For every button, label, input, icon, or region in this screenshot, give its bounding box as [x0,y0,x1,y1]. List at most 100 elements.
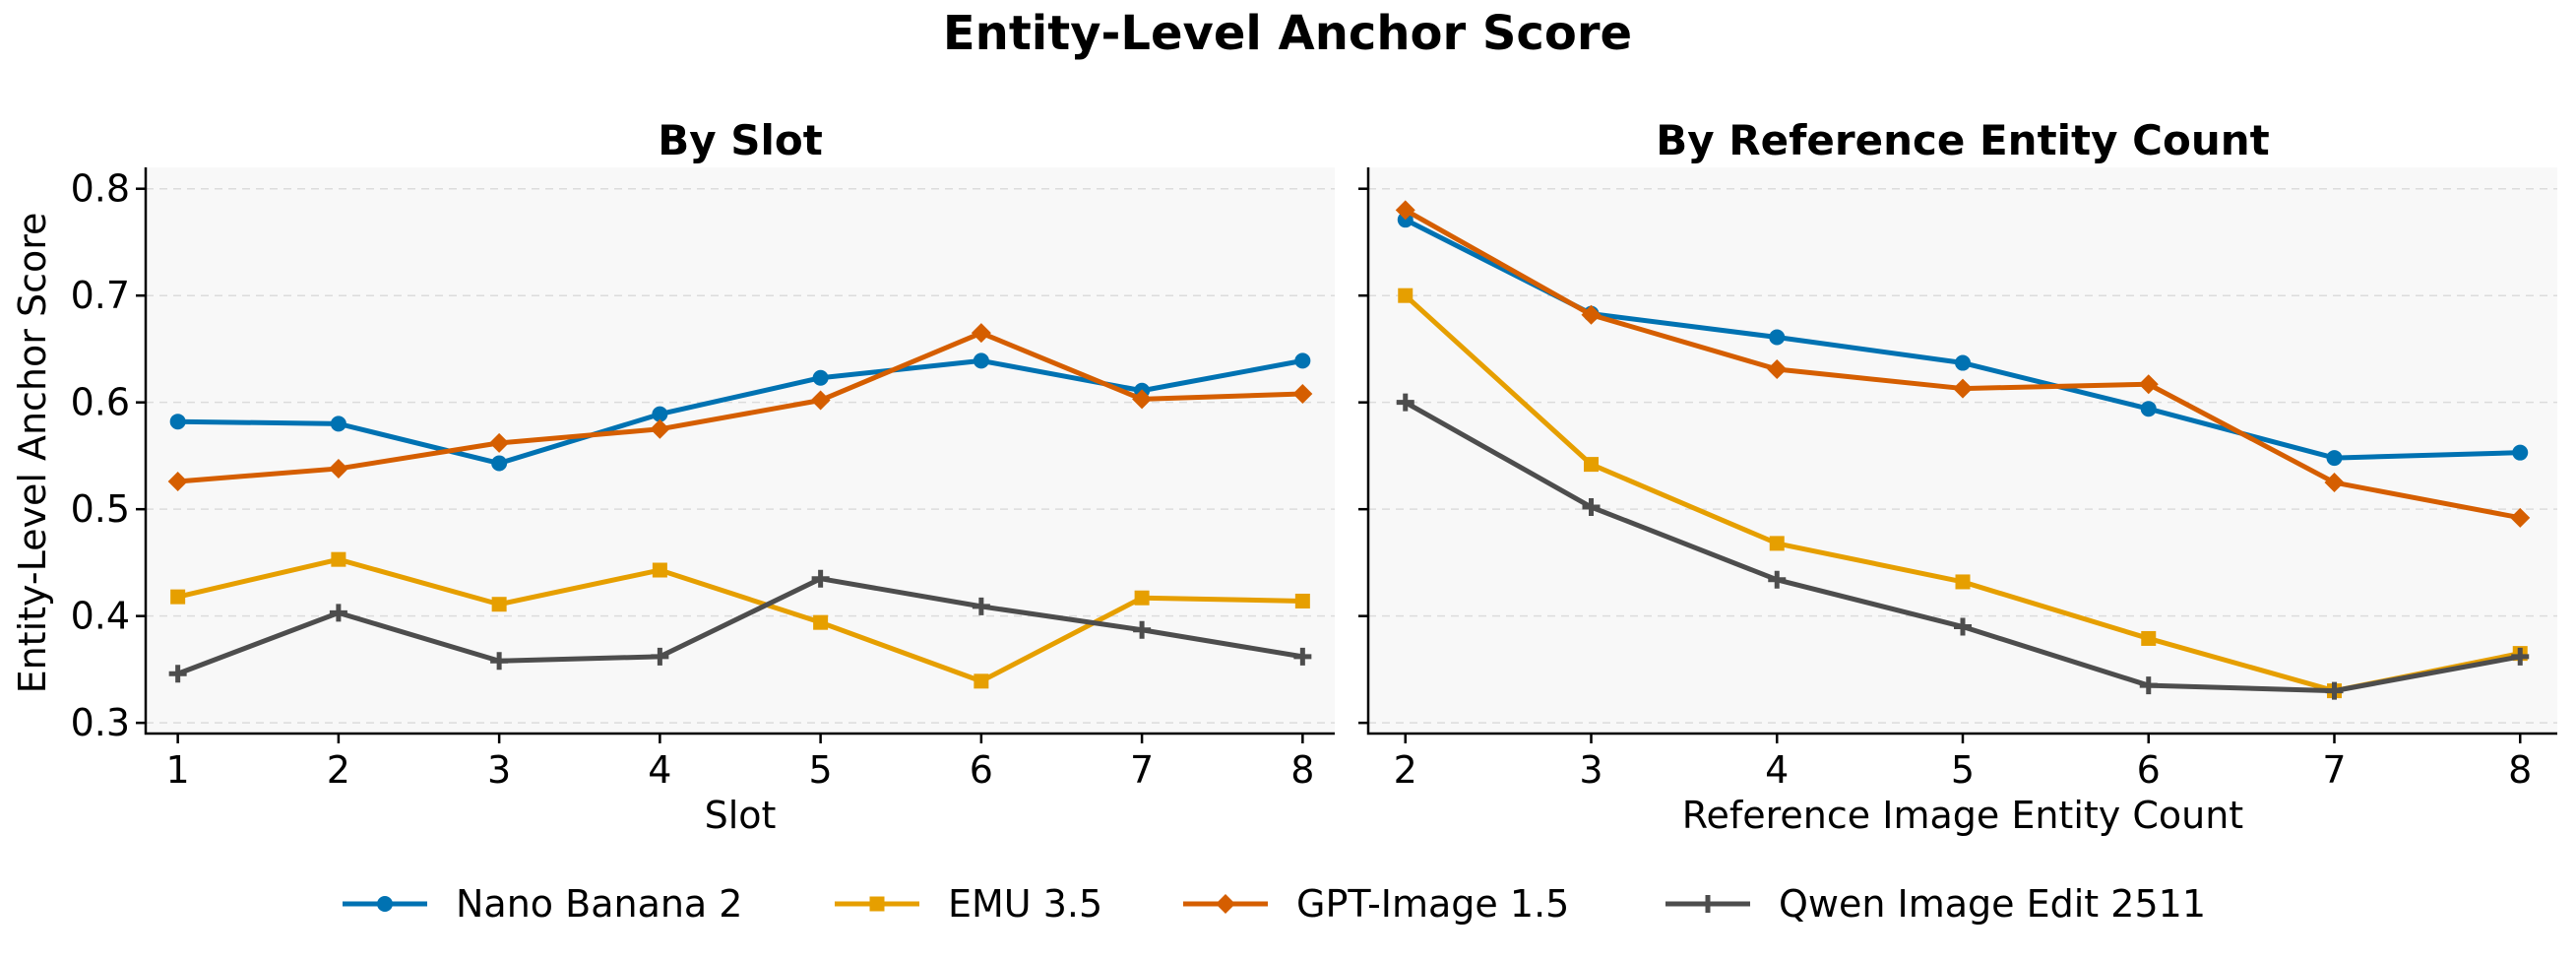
axis-spine [1366,167,2557,736]
y-tick-label: 0.6 [71,381,130,424]
data-point [1955,574,1971,590]
data-point [329,604,347,622]
x-tick-label: 6 [2137,748,2161,792]
data-point [1769,329,1786,346]
data-point [974,673,989,689]
data-point [1294,352,1311,369]
data-point [489,432,510,453]
x-tick-label: 2 [327,748,350,792]
legend-label: EMU 3.5 [948,882,1102,926]
legend-entry: Nano Banana 2 [343,882,742,926]
data-point [1395,200,1415,221]
data-point [1133,620,1152,639]
x-tick-label: 4 [1765,748,1789,792]
legend-marker [869,896,885,912]
y-tick-label: 0.8 [71,167,130,211]
x-axis-label: Reference Image Entity Count [1682,794,2243,837]
data-point [170,589,186,605]
data-point [2138,374,2159,395]
series-line [175,330,1305,484]
legend-marker [1699,895,1717,913]
series-qwen-image-edit-2511 [1396,393,2530,700]
data-point [971,323,991,344]
data-point [1398,288,1414,303]
x-tick-label: 2 [1394,748,1417,792]
plot-background [1368,167,2557,734]
legend: Nano Banana 2 EMU 3.5 GPT-Image 1.5 Qwen Im… [343,882,2206,926]
data-point [168,665,187,683]
x-tick-label: 7 [2322,748,2346,792]
data-point [973,352,989,369]
data-point [1768,570,1787,589]
data-point [811,569,830,588]
data-point [169,414,186,430]
data-point [1955,354,1971,371]
data-point [2139,676,2158,695]
data-point [491,455,508,472]
legend-label: Nano Banana 2 [456,882,742,926]
data-point [813,614,829,630]
y-tick-label: 0.7 [71,274,130,317]
legend-label: Qwen Image Edit 2511 [1779,882,2206,926]
data-point [650,418,670,439]
data-point [651,647,669,666]
x-axis-label: Slot [705,794,777,837]
legend-label: GPT-Image 1.5 [1296,882,1569,926]
data-point [1953,378,1973,399]
data-point [2325,681,2344,700]
data-point [2141,630,2157,646]
x-tick-label: 4 [648,748,671,792]
data-point [1294,593,1310,608]
data-point [328,458,348,479]
figure-title: Entity-Level Anchor Score [943,6,1632,61]
data-point [1581,304,1602,325]
x-tick-label: 3 [1579,748,1602,792]
series-gpt-image-1-5 [1395,200,2531,528]
legend-marker [1216,894,1235,914]
x-tick-label: 7 [1130,748,1154,792]
y-tick-label: 0.3 [71,701,130,744]
data-point [1292,384,1313,404]
axis-spine [144,167,1335,736]
series-line [175,576,1305,676]
data-point [2324,473,2345,493]
data-point [1584,457,1599,473]
data-point [2512,444,2529,461]
panel-by-entity-count: By Reference Entity Count Reference Imag… [1358,116,2557,837]
x-tick-label: 5 [1951,748,1975,792]
data-point [1582,498,1601,516]
series-qwen-image-edit-2511 [168,569,1312,683]
y-tick-label: 0.4 [71,595,130,638]
data-point [330,416,346,432]
panel-title: By Slot [658,116,823,164]
data-point [1769,536,1785,551]
legend-entry: GPT-Image 1.5 [1183,882,1569,926]
y-axis-label: Entity-Level Anchor Score [11,213,54,694]
data-point [652,562,667,578]
data-point [2510,507,2531,528]
data-point [810,390,831,411]
data-point [1954,617,1972,636]
series-gpt-image-1-5 [167,323,1313,491]
series-line [175,556,1305,684]
data-point [972,597,990,615]
data-point [2140,401,2157,417]
data-point [1293,647,1312,666]
data-point [1134,590,1150,606]
x-tick-label: 8 [2508,748,2532,792]
data-point [167,471,188,491]
x-tick-label: 6 [970,748,993,792]
data-point [491,597,507,612]
x-tick-label: 1 [166,748,190,792]
legend-marker [377,896,393,912]
plot-background [146,167,1335,734]
x-tick-label: 8 [1290,748,1314,792]
x-tick-label: 3 [487,748,511,792]
series-emu-3-5 [170,551,1310,689]
data-point [2511,647,2530,666]
data-point [490,652,509,671]
panel-title: By Reference Entity Count [1656,116,2269,164]
data-point [2326,450,2343,467]
panel-by-slot: By Slot Slot Entity-Level Anchor Score 0… [11,116,1335,837]
